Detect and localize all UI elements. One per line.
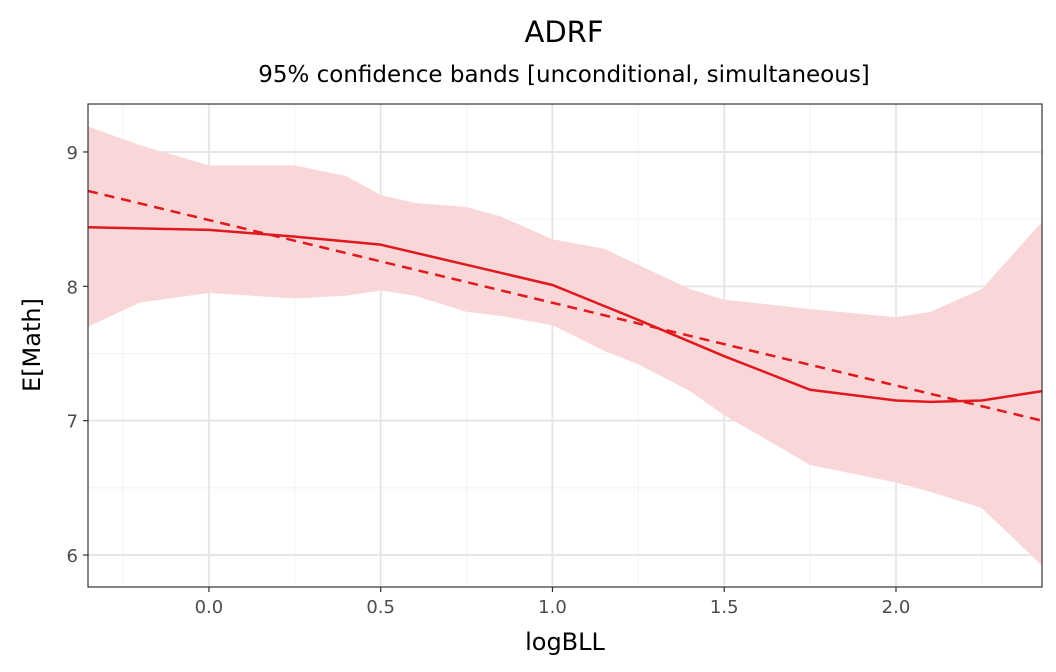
y-axis-label: E[Math] bbox=[18, 298, 46, 392]
y-tick-label: 8 bbox=[67, 277, 78, 298]
x-tick-label: 1.0 bbox=[538, 597, 567, 618]
adrf-line bbox=[87, 225, 1043, 404]
chart-subtitle: 95% confidence bands [unconditional, sim… bbox=[258, 62, 870, 88]
linear-fit-line bbox=[87, 189, 1043, 422]
x-tick-label: 0.5 bbox=[366, 597, 395, 618]
y-tick-label: 9 bbox=[67, 143, 78, 164]
confidence-band bbox=[88, 126, 1042, 566]
plot-panel-border bbox=[87, 103, 1043, 588]
y-tick-label: 7 bbox=[67, 412, 78, 433]
x-axis-label: logBLL bbox=[525, 628, 605, 656]
chart-title: ADRF bbox=[525, 15, 604, 49]
x-tick-label: 2.0 bbox=[882, 597, 911, 618]
x-tick-label: 0.0 bbox=[195, 597, 224, 618]
x-tick-label: 1.5 bbox=[710, 597, 739, 618]
y-tick-label: 6 bbox=[67, 546, 78, 567]
